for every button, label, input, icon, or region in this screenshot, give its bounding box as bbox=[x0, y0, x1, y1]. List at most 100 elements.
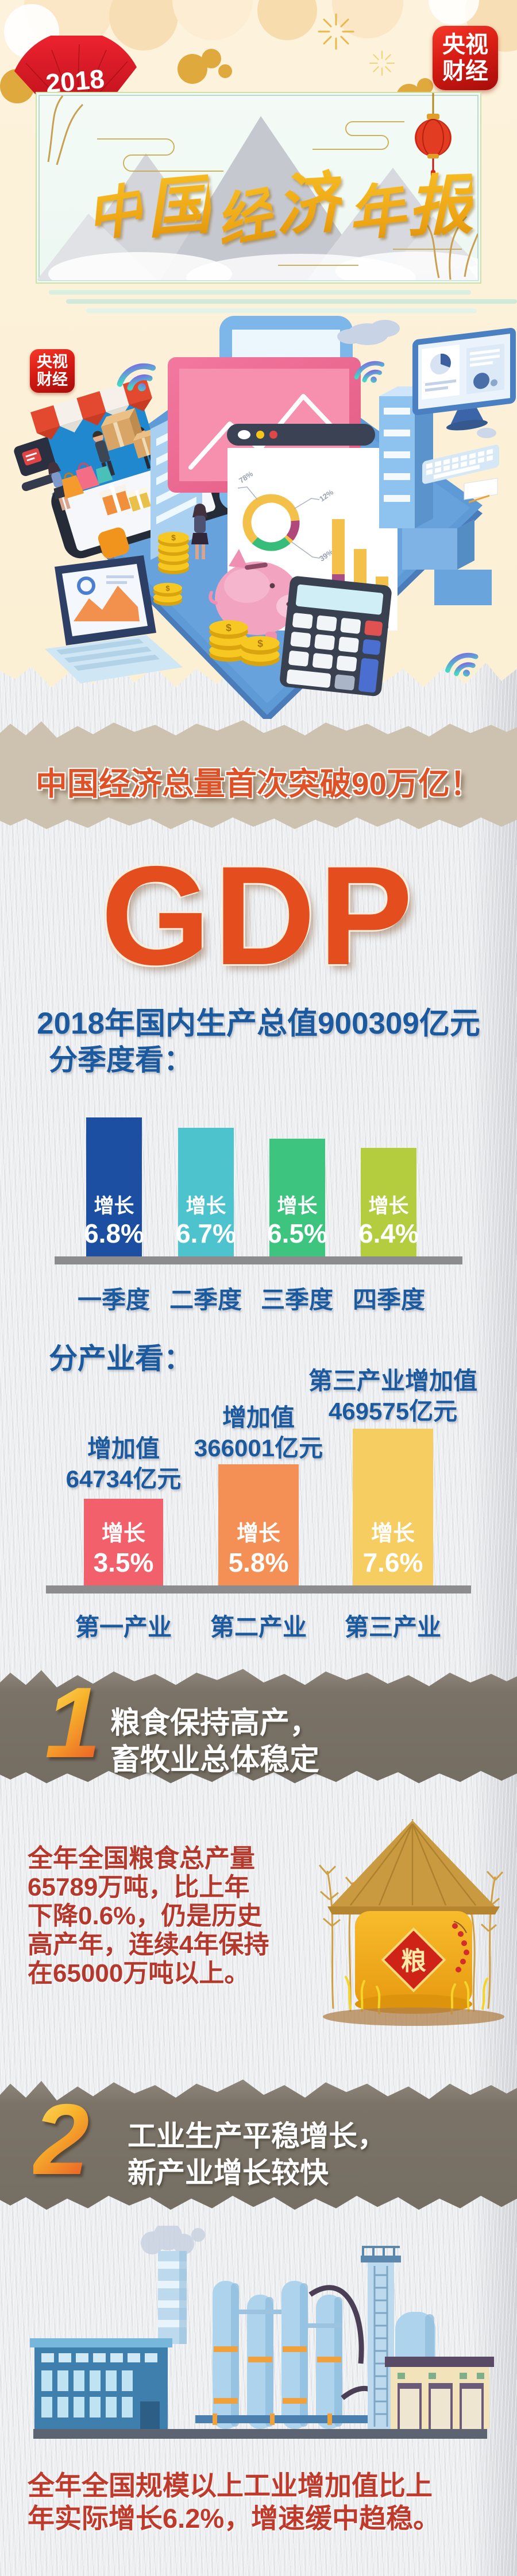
quarter-section-heading: 分季度看： bbox=[49, 1044, 192, 1076]
body-line: 年实际增长6.2%，增速缓中趋稳。 bbox=[28, 2503, 441, 2534]
factory-building-left bbox=[30, 2338, 172, 2429]
title-char-5: 年 bbox=[342, 162, 410, 253]
bar-label: 增长 bbox=[371, 1522, 415, 1546]
bar-value: 3.5% bbox=[93, 1547, 154, 1577]
note-line: 366001亿元 bbox=[194, 1434, 323, 1461]
body-line: 高产年，连续4年保持 bbox=[28, 1931, 269, 1959]
ladder-tower bbox=[361, 2246, 401, 2429]
section1-title-line1: 粮食保持高产， bbox=[110, 1707, 320, 1740]
app-tile bbox=[98, 527, 129, 559]
wifi-icon bbox=[354, 361, 385, 383]
industry-note-1: 增加值 64734亿元 bbox=[32, 1433, 215, 1494]
gdp-subtitle: 2018年国内生产总值900309亿元 bbox=[37, 1007, 480, 1041]
body-line: 全年全国粮食总产量 bbox=[28, 1844, 255, 1873]
industry-bar-3: 增长 7.6% bbox=[353, 1429, 433, 1585]
factory-illustration bbox=[30, 2226, 494, 2439]
industry-section-heading: 分产业看： bbox=[49, 1343, 192, 1375]
title-char-4: 济 bbox=[273, 149, 345, 249]
bar-value: 7.6% bbox=[362, 1547, 423, 1577]
granary-illustration: 粮 bbox=[318, 1819, 504, 2026]
bar-value: 6.4% bbox=[358, 1218, 419, 1248]
section1-title-line2: 畜牧业总体稳定 bbox=[110, 1743, 320, 1777]
quarter-bar-q1: 增长 6.8% bbox=[84, 1117, 144, 1256]
banner-headline: 中国经济总量首次突破90万亿！ bbox=[35, 766, 482, 802]
piggy-bank-icon bbox=[209, 549, 307, 648]
grain-character: 粮 bbox=[401, 1947, 426, 1975]
bar-value: 6.5% bbox=[267, 1218, 327, 1248]
chimney bbox=[158, 2251, 187, 2344]
logo-line1: 央视 bbox=[37, 353, 68, 370]
industry-bar-1: 增长 3.5% bbox=[84, 1499, 163, 1585]
title-char-2: 国 bbox=[142, 152, 214, 250]
person-figure bbox=[191, 504, 209, 559]
industry-note-2: 增加值 366001亿元 bbox=[167, 1402, 350, 1463]
coin-stack-icon: $ $ $ $ bbox=[153, 532, 280, 666]
logo-line2: 财经 bbox=[442, 59, 488, 84]
grain-diamond-label bbox=[381, 1927, 446, 1993]
section1-band bbox=[0, 1669, 517, 1784]
paper-background bbox=[0, 646, 517, 2576]
economy-isometric-illustration: % bbox=[14, 316, 516, 719]
quarter-category-2: 二季度 bbox=[169, 1286, 242, 1313]
title-panel: 中 国 经 济 年 报 bbox=[36, 92, 481, 284]
body-line: 下降0.6%，仍是历史 bbox=[28, 1902, 263, 1930]
section2-title-line2: 新产业增长较快 bbox=[128, 2157, 329, 2189]
donut-leader-lines bbox=[237, 486, 320, 559]
quarter-bar-q4: 增长 6.4% bbox=[358, 1148, 419, 1256]
bar-value: 6.8% bbox=[84, 1218, 144, 1248]
shop-awning bbox=[30, 377, 152, 440]
bar-label: 增长 bbox=[236, 1522, 280, 1546]
donut-chart bbox=[242, 494, 300, 551]
bar-label: 增长 bbox=[277, 1194, 318, 1217]
section2-number: 2 bbox=[33, 2084, 90, 2196]
cctv-finance-logo: 央视 财经 bbox=[433, 26, 498, 90]
lantern-icon bbox=[415, 93, 452, 179]
body-line: 65789万吨，比上年 bbox=[28, 1873, 250, 1901]
section2-title-line1: 工业生产平稳增长， bbox=[128, 2120, 386, 2152]
logo-line1: 央视 bbox=[442, 32, 488, 57]
svg-text:$: $ bbox=[165, 584, 170, 593]
bar-label: 增长 bbox=[368, 1194, 409, 1217]
keyboard-icon bbox=[422, 444, 499, 484]
quarter-axis bbox=[55, 1256, 462, 1264]
bar-value: 6.7% bbox=[176, 1218, 236, 1248]
divider-line bbox=[86, 308, 477, 313]
cloud-icon bbox=[337, 320, 496, 438]
gdp-headline: GDP bbox=[101, 837, 416, 994]
ink-mountains bbox=[37, 93, 478, 280]
tower-buildings bbox=[379, 386, 492, 605]
wheat-ornament bbox=[47, 95, 478, 280]
industry-category-2: 第二产业 bbox=[210, 1614, 307, 1641]
cctv-finance-logo-small: 央视 财经 bbox=[30, 349, 75, 393]
note-line: 64734亿元 bbox=[65, 1465, 182, 1492]
bar-label: 增长 bbox=[186, 1194, 226, 1217]
body-line: 在65000万吨以上。 bbox=[28, 1959, 250, 1987]
note-line: 增加值 bbox=[87, 1435, 160, 1462]
quarter-category-3: 三季度 bbox=[260, 1286, 333, 1313]
distillation-columns bbox=[195, 2281, 389, 2429]
gift-boxes bbox=[98, 484, 151, 516]
smoke-cloud bbox=[141, 2226, 205, 2254]
divider-line bbox=[49, 290, 471, 295]
body-line: 全年全国规模以上工业增加值比上 bbox=[28, 2470, 433, 2501]
quarter-category-1: 一季度 bbox=[77, 1286, 150, 1313]
logo-line2: 财经 bbox=[37, 371, 68, 388]
svg-text:$: $ bbox=[171, 533, 176, 542]
factory-building-right bbox=[385, 2357, 494, 2429]
svg-text:$: $ bbox=[257, 637, 263, 649]
browser-window bbox=[227, 424, 375, 446]
quarter-bar-q3: 增长 6.5% bbox=[267, 1139, 327, 1256]
fireworks-icon bbox=[318, 13, 395, 76]
factory-ground bbox=[33, 2429, 487, 2439]
industry-note-3: 第三产业增加值 469575亿元 bbox=[301, 1366, 485, 1426]
note-line: 增加值 bbox=[222, 1404, 295, 1431]
note-paper bbox=[464, 478, 498, 504]
industry-category-1: 第一产业 bbox=[75, 1614, 172, 1641]
ground-shadow bbox=[323, 2008, 504, 2026]
wifi-icon bbox=[445, 652, 479, 677]
shopping-bags bbox=[61, 462, 113, 499]
monitor-icon bbox=[412, 328, 516, 504]
quarter-category-4: 四季度 bbox=[352, 1286, 425, 1313]
industry-axis bbox=[46, 1585, 471, 1593]
